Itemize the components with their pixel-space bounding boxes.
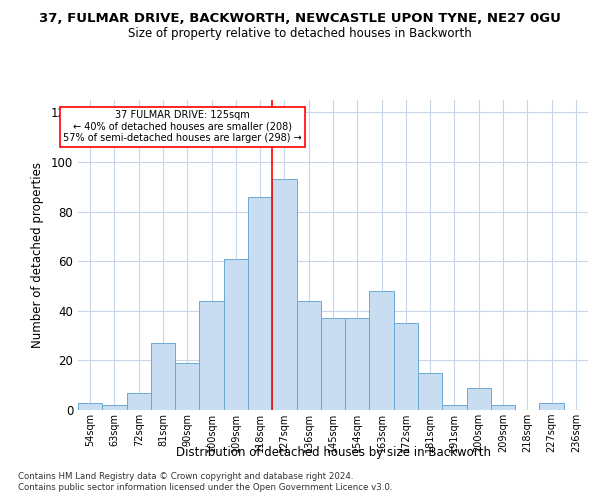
Bar (175, 363, 199, 410)
Text: Contains HM Land Registry data © Crown copyright and database right 2024.: Contains HM Land Registry data © Crown c… (18, 472, 353, 481)
Bar (345, 318, 370, 410)
Bar (296, 301, 321, 410)
Bar (248, 196, 272, 410)
Bar (224, 258, 248, 410)
Text: 37 FULMAR DRIVE: 125sqm
← 40% of detached houses are smaller (208)
57% of semi-d: 37 FULMAR DRIVE: 125sqm ← 40% of detache… (63, 110, 302, 143)
Bar (442, 405, 467, 410)
Bar (491, 405, 515, 410)
Bar (199, 301, 224, 410)
Y-axis label: Number of detached properties: Number of detached properties (31, 162, 44, 348)
Bar (370, 291, 394, 410)
Text: 37, FULMAR DRIVE, BACKWORTH, NEWCASTLE UPON TYNE, NE27 0GU: 37, FULMAR DRIVE, BACKWORTH, NEWCASTLE U… (39, 12, 561, 26)
Text: Size of property relative to detached houses in Backworth: Size of property relative to detached ho… (128, 28, 472, 40)
Bar (467, 388, 491, 410)
Bar (321, 318, 345, 410)
Bar (78, 402, 102, 410)
Bar (539, 402, 564, 410)
Bar (127, 392, 151, 410)
Text: Contains public sector information licensed under the Open Government Licence v3: Contains public sector information licen… (18, 484, 392, 492)
Bar (394, 323, 418, 410)
Bar (272, 180, 296, 410)
Bar (418, 373, 442, 410)
Text: Distribution of detached houses by size in Backworth: Distribution of detached houses by size … (176, 446, 491, 459)
Bar (102, 405, 127, 410)
Bar (151, 343, 175, 410)
